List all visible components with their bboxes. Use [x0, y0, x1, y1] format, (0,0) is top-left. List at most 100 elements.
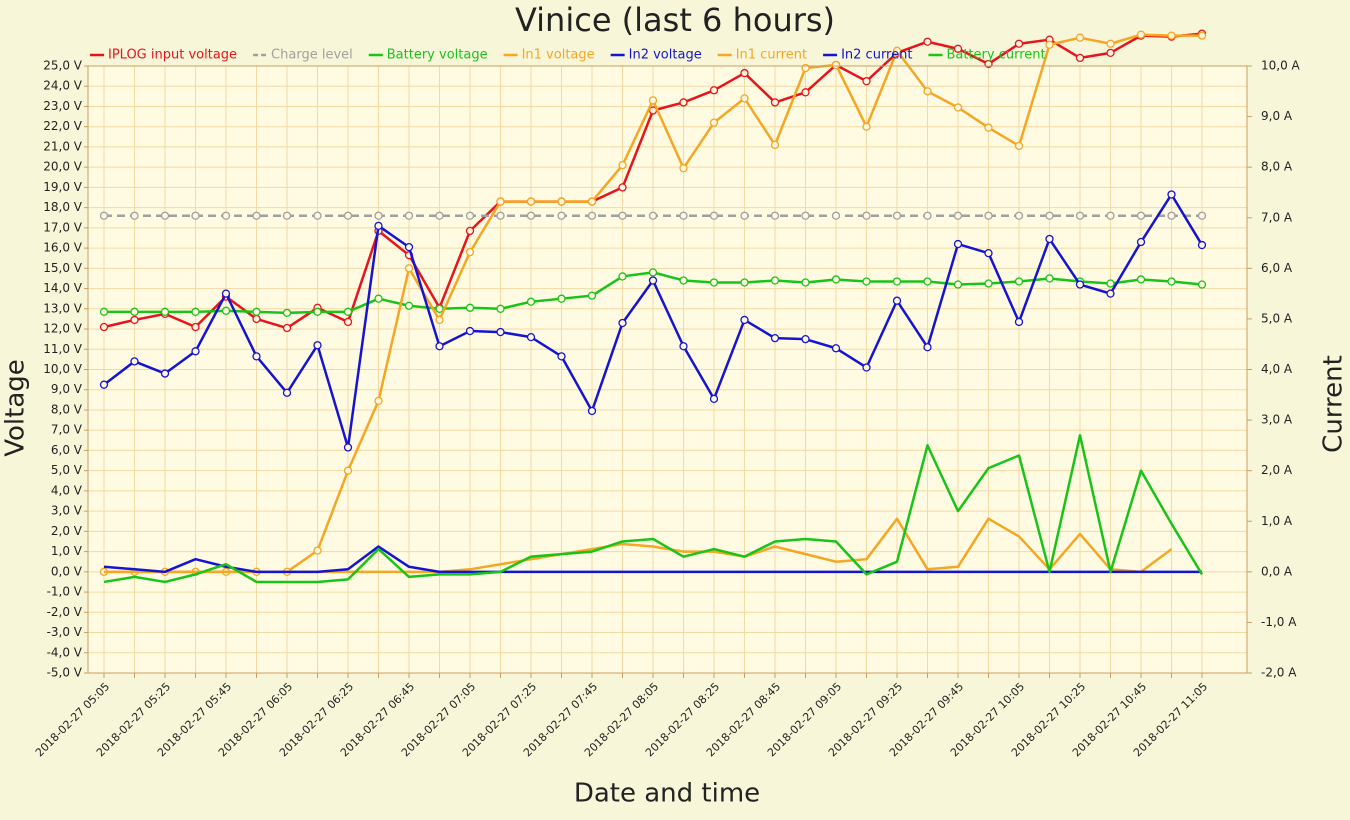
point: [1136, 211, 1146, 220]
point: [740, 278, 749, 287]
point: [770, 333, 780, 343]
y-tick-label: 7,0 V: [51, 423, 83, 437]
point: [343, 307, 353, 316]
point: [862, 363, 871, 372]
point: [99, 322, 109, 332]
point: [1167, 277, 1176, 286]
y-tick-label: -2,0 V: [47, 605, 83, 619]
point: [374, 294, 383, 303]
point: [1045, 40, 1054, 49]
chart-title: Vinice (last 6 hours): [515, 1, 835, 39]
point: [252, 211, 261, 220]
point: [923, 87, 932, 96]
point: [1014, 317, 1024, 327]
point: [831, 344, 841, 353]
point: [343, 317, 353, 327]
y2-tick-label: 6,0 A: [1261, 261, 1293, 275]
point: [252, 307, 261, 316]
point: [496, 211, 505, 220]
point: [892, 296, 902, 305]
y2-tick-label: -2,0 A: [1261, 666, 1297, 680]
point: [953, 211, 963, 220]
y-tick-label: -5,0 V: [47, 666, 83, 680]
point: [709, 118, 719, 127]
point: [313, 211, 322, 220]
point: [465, 226, 475, 236]
y-tick-label: 4,0 V: [51, 483, 83, 497]
y2-tick-label: 7,0 A: [1261, 210, 1293, 224]
point: [679, 276, 688, 285]
plot-frame: [87, 65, 1248, 674]
point: [801, 334, 810, 344]
point: [923, 343, 932, 352]
series: [99, 29, 1207, 584]
point: [252, 352, 261, 361]
point: [618, 211, 627, 220]
point: [770, 276, 780, 285]
y2-tick-label: 8,0 A: [1261, 160, 1293, 174]
point: [1106, 279, 1115, 288]
point: [252, 314, 261, 324]
point: [374, 396, 383, 406]
point: [404, 264, 414, 273]
point: [496, 197, 505, 206]
y-tick-label: 15,0 V: [43, 261, 83, 275]
point: [679, 98, 688, 107]
point: [465, 211, 475, 220]
point: [282, 308, 292, 317]
point: [740, 315, 749, 325]
y-tick-label: 8,0 V: [51, 402, 83, 416]
point: [984, 249, 993, 258]
y-tick-label: -3,0 V: [47, 625, 83, 639]
point: [618, 183, 627, 192]
point: [892, 46, 902, 55]
point: [1075, 33, 1085, 42]
point: [130, 307, 139, 316]
legend-label: In2 voltage: [629, 48, 702, 63]
y-tick-label: 3,0 V: [51, 504, 83, 518]
point: [648, 96, 658, 105]
point: [343, 443, 353, 452]
y-tick-label: 1,0 V: [51, 544, 83, 558]
y-axis-title: Voltage: [1, 359, 31, 457]
point: [862, 211, 871, 220]
y-tick-label: 23,0 V: [43, 99, 83, 113]
point: [1106, 289, 1115, 298]
point: [313, 341, 322, 350]
point: [587, 197, 597, 206]
point: [801, 211, 810, 220]
point: [99, 211, 109, 220]
legend: IPLOG input voltage Charge level Battery v…: [90, 48, 1046, 63]
point: [160, 369, 170, 378]
point: [1014, 39, 1024, 48]
point: [1167, 211, 1176, 220]
point: [770, 140, 780, 150]
point: [1106, 211, 1115, 220]
point: [618, 160, 627, 170]
point: [709, 394, 719, 403]
legend-label: In2 current: [841, 48, 912, 63]
legend-label: In1 current: [736, 48, 807, 63]
legend-label: Battery voltage: [387, 48, 488, 63]
point: [435, 304, 444, 313]
point: [801, 278, 810, 287]
point: [709, 211, 719, 220]
y2-axis-title: Current: [1319, 355, 1349, 453]
y-tick-label: 20,0 V: [43, 160, 83, 174]
point: [679, 164, 688, 173]
point: [1106, 48, 1115, 57]
point: [1167, 190, 1176, 199]
point: [892, 211, 902, 220]
point: [740, 211, 749, 220]
y2-tick-label: 5,0 A: [1261, 311, 1293, 325]
point: [831, 275, 841, 284]
point: [1106, 39, 1115, 48]
point: [465, 247, 475, 257]
point: [740, 94, 749, 103]
point: [923, 211, 932, 220]
y2-tick-label: 1,0 A: [1261, 514, 1293, 528]
point: [557, 211, 566, 220]
point: [648, 211, 658, 220]
y-tick-label: 16,0 V: [43, 241, 83, 255]
